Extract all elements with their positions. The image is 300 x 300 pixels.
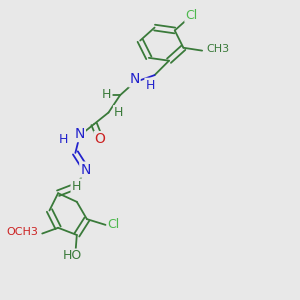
Text: HO: HO — [63, 250, 82, 262]
Text: N: N — [74, 127, 85, 141]
Text: Cl: Cl — [108, 218, 120, 231]
Text: Cl: Cl — [185, 9, 198, 22]
Text: O: O — [94, 132, 105, 146]
Text: H: H — [146, 79, 155, 92]
Text: H: H — [59, 134, 68, 146]
Text: N: N — [80, 163, 91, 177]
Text: CH3: CH3 — [206, 44, 230, 54]
Text: H: H — [102, 88, 112, 101]
Text: H: H — [114, 106, 123, 119]
Text: OCH3: OCH3 — [6, 227, 38, 237]
Text: N: N — [129, 72, 140, 86]
Text: H: H — [72, 179, 81, 193]
